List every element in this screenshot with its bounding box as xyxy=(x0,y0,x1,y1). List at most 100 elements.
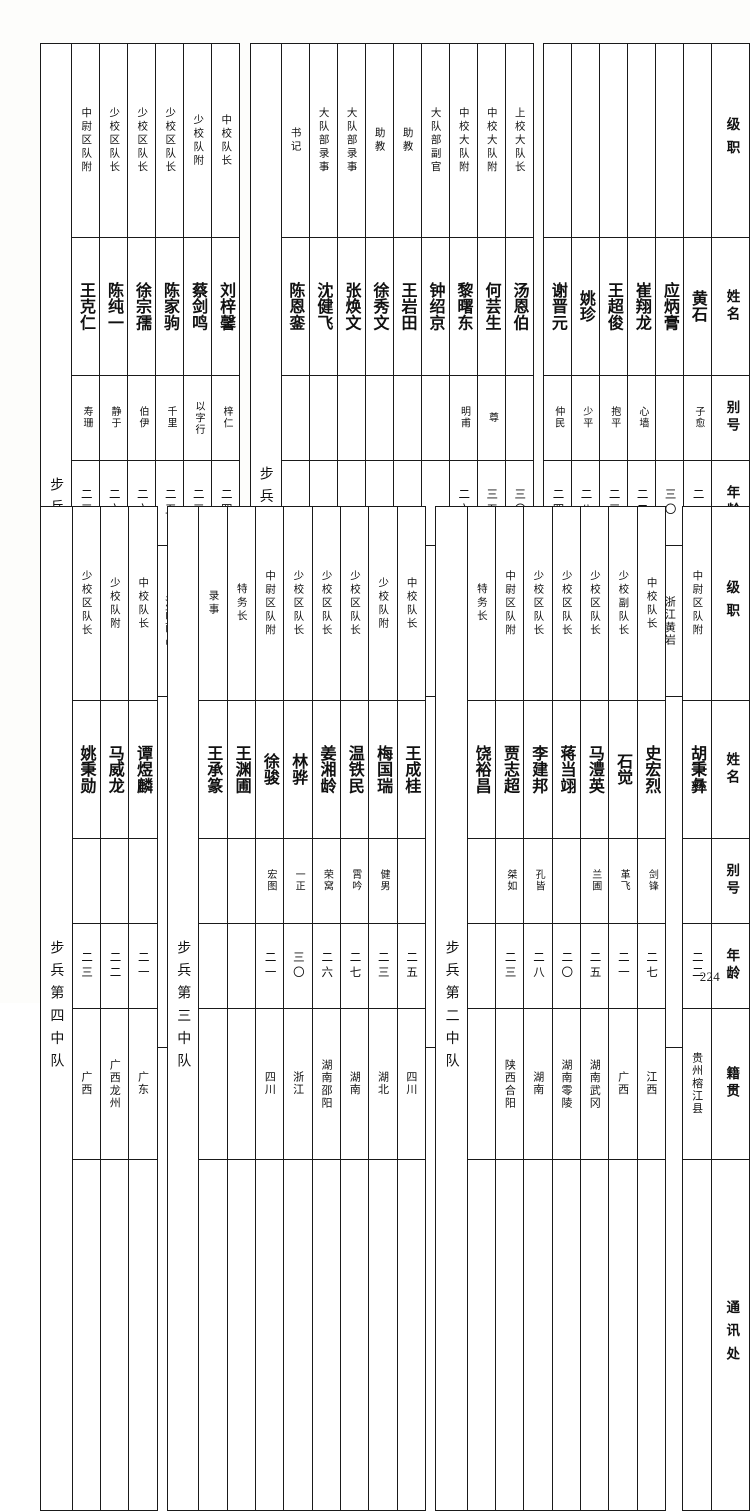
cell-name-text: 史宏烈 xyxy=(643,701,659,838)
cell-alias xyxy=(227,838,255,923)
cell-age: 二一 xyxy=(609,923,637,1008)
cell-rank-text: 少校区队长 xyxy=(81,507,92,700)
cell-name: 钟绍京 xyxy=(421,238,449,376)
cell-age-text: 二七 xyxy=(349,924,361,1008)
cell-name: 史宏烈 xyxy=(637,701,665,839)
cell-age-text: 二〇 xyxy=(561,924,573,1008)
cell-name: 何芸生 xyxy=(477,238,505,376)
cell-age: 二五 xyxy=(581,923,609,1008)
cell-alias xyxy=(467,838,495,923)
cell-addr xyxy=(524,1159,552,1510)
cell-native-text: 四川 xyxy=(406,1009,417,1159)
cell-name-text: 谭煜麟 xyxy=(135,701,151,838)
cell-alias xyxy=(505,375,533,460)
cell-name-text: 石觉 xyxy=(615,701,631,838)
cell-alias: 抱平 xyxy=(600,375,628,460)
column-spacer xyxy=(157,923,168,1008)
column-spacer xyxy=(425,923,436,1008)
cell-rank: 大队部副官 xyxy=(421,44,449,238)
cell-name: 马澧英 xyxy=(581,701,609,839)
cell-alias-text: 仲民 xyxy=(553,376,563,460)
cell-native-text: 贵州榕江县 xyxy=(691,1009,702,1159)
column-spacer xyxy=(157,1159,168,1510)
row-header-label: 姓名 xyxy=(723,701,737,838)
cell-name: 王岩田 xyxy=(393,238,421,376)
cell-rank: 中校队长 xyxy=(637,507,665,701)
cell-name: 沈健飞 xyxy=(309,238,337,376)
cell-native-text: 湖南武冈 xyxy=(589,1009,600,1159)
cell-alias: 子愈 xyxy=(684,375,712,460)
cell-age-text: 二五 xyxy=(405,924,417,1008)
row-header-label: 籍贯 xyxy=(723,1009,737,1159)
cell-rank-text: 大队部录事 xyxy=(318,44,329,237)
cell-name: 李建邦 xyxy=(524,701,552,839)
cell-rank-text: 少校副队长 xyxy=(618,507,629,700)
cell-rank: 中校大队附 xyxy=(477,44,505,238)
column-spacer xyxy=(157,507,168,701)
column-spacer xyxy=(157,838,168,923)
cell-native: 广西 xyxy=(72,1008,100,1159)
cell-age: 二七 xyxy=(340,923,368,1008)
cell-addr xyxy=(552,1159,580,1510)
cell-native: 广西 xyxy=(609,1008,637,1159)
cell-name: 温铁民 xyxy=(340,701,368,839)
column-spacer xyxy=(533,375,543,460)
cell-alias xyxy=(683,838,711,923)
cell-rank-text: 录事 xyxy=(208,507,219,700)
cell-addr xyxy=(637,1159,665,1510)
cell-native-text: 湖南邵阳 xyxy=(321,1009,332,1159)
cell-alias-text: 伯伊 xyxy=(137,376,147,460)
cell-rank: 少校队附 xyxy=(100,507,128,701)
cell-rank: 助教 xyxy=(393,44,421,238)
cell-age: 二八 xyxy=(524,923,552,1008)
cell-native: 湖南 xyxy=(524,1008,552,1159)
cell-rank-text: 中校大队附 xyxy=(458,44,469,237)
cell-rank: 书记 xyxy=(281,44,309,238)
cell-alias: 革飞 xyxy=(609,838,637,923)
cell-rank-text: 助教 xyxy=(402,44,413,237)
column-spacer xyxy=(665,701,682,839)
cell-age: 二五 xyxy=(397,923,425,1008)
cell-addr xyxy=(683,1159,711,1510)
cell-name: 姚秉勋 xyxy=(72,701,100,839)
unit-group-label-text: 步兵第四中队 xyxy=(49,507,63,1510)
cell-rank-text: 中尉区队附 xyxy=(504,507,515,700)
cell-alias: 兰圃 xyxy=(581,838,609,923)
cell-rank: 少校区队长 xyxy=(100,44,128,238)
cell-alias-text: 孔皆 xyxy=(533,839,543,923)
column-spacer xyxy=(240,375,250,460)
cell-name-text: 林骅 xyxy=(290,701,306,838)
cell-name: 汤恩伯 xyxy=(505,238,533,376)
cell-age-text: 二五 xyxy=(589,924,601,1008)
unit-group-label: 步兵第二中队 xyxy=(436,507,467,1511)
cell-name-text: 蔡剑鸣 xyxy=(190,238,206,375)
cell-rank-text: 少校区队长 xyxy=(561,507,572,700)
column-spacer xyxy=(665,507,682,701)
cell-native: 湖南零陵 xyxy=(552,1008,580,1159)
cell-alias: 荣窝 xyxy=(312,838,340,923)
cell-rank-text: 中校队长 xyxy=(646,507,657,700)
cell-rank-text: 少校队附 xyxy=(193,44,204,237)
cell-name-text: 王承篆 xyxy=(205,701,221,838)
cell-addr xyxy=(100,1159,128,1510)
cell-rank-text: 少校区队长 xyxy=(109,44,120,237)
cell-rank-text: 少校队附 xyxy=(378,507,389,700)
cell-name-text: 何芸生 xyxy=(483,238,499,375)
cell-rank: 助教 xyxy=(365,44,393,238)
cell-age: 二三 xyxy=(369,923,397,1008)
cell-name-text: 王克仁 xyxy=(78,238,94,375)
table-row: 姓名黄石应炳膏崔翔龙王超俊姚珍谢晋元汤恩伯何芸生黎曙东钟绍京王岩田徐秀文张焕文沈… xyxy=(41,238,750,376)
cell-rank-text: 少校区队长 xyxy=(589,507,600,700)
cell-rank-text: 少校区队长 xyxy=(165,44,176,237)
cell-name-text: 马澧英 xyxy=(587,701,603,838)
row-header-name: 姓名 xyxy=(711,701,749,839)
cell-alias-text: 荣窝 xyxy=(321,839,331,923)
row-header-addr: 通讯处 xyxy=(711,1159,749,1510)
cell-rank-text: 中尉区队附 xyxy=(264,507,275,700)
cell-name: 马威龙 xyxy=(100,701,128,839)
cell-native xyxy=(467,1008,495,1159)
cell-addr xyxy=(72,1159,100,1510)
cell-rank: 少校区队长 xyxy=(581,507,609,701)
cell-rank-text: 书记 xyxy=(290,44,301,237)
cell-alias: 仲民 xyxy=(544,375,572,460)
